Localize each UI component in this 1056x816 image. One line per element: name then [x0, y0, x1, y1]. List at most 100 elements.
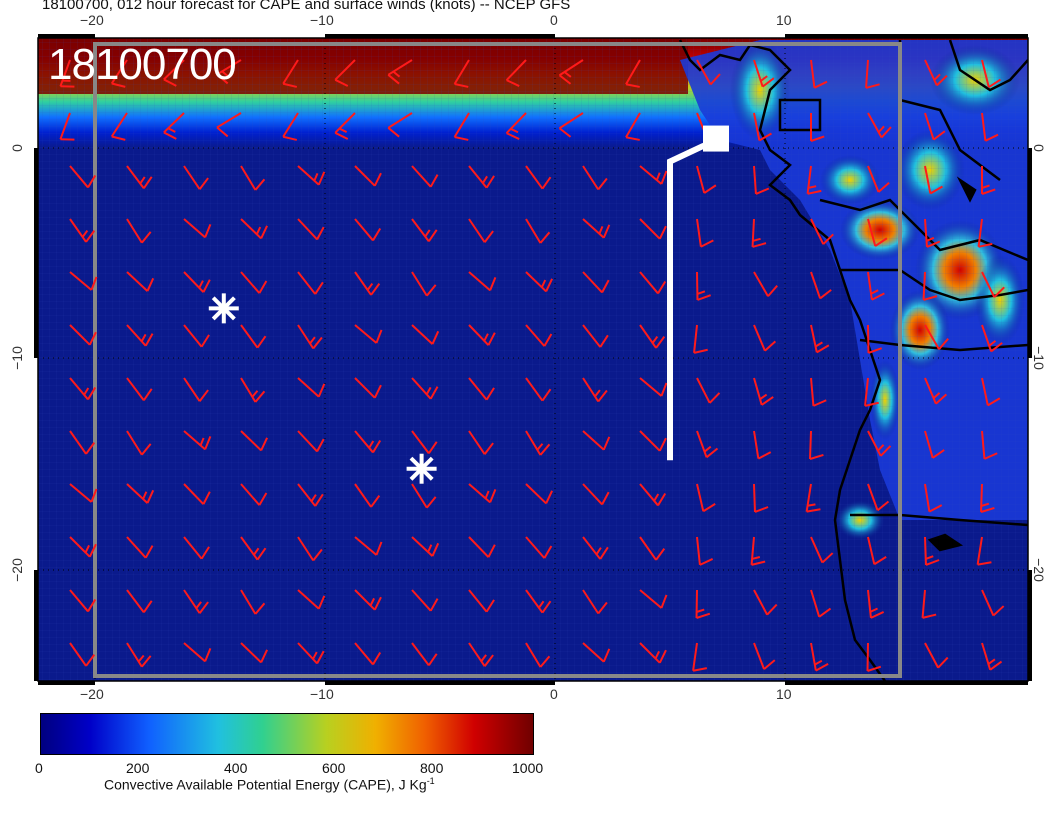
wind-barb	[240, 483, 268, 506]
wind-barb	[558, 59, 584, 85]
wind-barb	[297, 165, 326, 186]
wind-barb	[411, 218, 438, 242]
wind-barb	[297, 483, 324, 507]
wind-barb	[810, 642, 829, 672]
wind-barb	[216, 112, 242, 138]
wind-barb	[183, 271, 211, 293]
wind-barb	[753, 430, 772, 460]
wind-barb	[692, 642, 708, 672]
wind-barb	[354, 536, 383, 556]
wind-barb	[240, 589, 266, 615]
wind-barb	[866, 642, 882, 672]
wind-barb	[810, 218, 834, 245]
wind-barb	[468, 589, 495, 613]
wind-barb	[525, 536, 553, 559]
wind-barb	[558, 112, 584, 138]
wind-barb	[126, 165, 153, 189]
wind-barb	[525, 271, 553, 293]
wind-barb	[69, 324, 97, 346]
wind-barb	[639, 483, 667, 507]
wind-barb	[240, 324, 267, 349]
wind-barb	[696, 271, 711, 301]
wind-barb	[981, 324, 1003, 353]
wind-barb	[468, 165, 495, 189]
wind-barb	[639, 589, 668, 609]
wind-barb	[976, 536, 992, 566]
wind-barb	[411, 589, 439, 612]
wind-barb	[753, 483, 769, 513]
wind-barb	[126, 218, 152, 244]
wind-barb	[297, 430, 325, 453]
colorbar-label: Convective Available Potential Energy (C…	[104, 776, 435, 793]
wind-barb	[867, 165, 890, 193]
wind-barb	[297, 271, 324, 295]
wind-barb	[924, 59, 948, 87]
wind-barb	[297, 589, 326, 610]
wind-barb	[696, 483, 716, 513]
wind-barb	[865, 59, 880, 89]
wind-barb	[639, 271, 667, 295]
wind-barb	[183, 165, 209, 190]
colorbar-tick-400: 400	[224, 760, 248, 776]
star-marker-1	[208, 293, 239, 324]
wind-barb	[582, 642, 611, 663]
wind-barb	[753, 324, 777, 352]
wind-barb	[468, 536, 496, 558]
wind-barb	[981, 642, 1003, 671]
wind-barb	[639, 165, 668, 185]
wind-barb	[59, 112, 75, 141]
wind-barb	[980, 483, 995, 513]
wind-barb	[582, 324, 609, 348]
wind-barb	[525, 377, 552, 402]
wind-barb	[924, 642, 949, 669]
wind-barb	[805, 483, 821, 513]
wind-barb	[411, 324, 440, 345]
wind-barb	[354, 218, 382, 242]
wind-barb	[126, 430, 152, 456]
wind-barb	[753, 642, 776, 670]
wind-barb	[69, 642, 96, 667]
wind-barb	[126, 377, 153, 401]
wind-barb	[282, 112, 299, 141]
wind-barb	[810, 113, 825, 142]
wind-barb	[468, 324, 496, 346]
xtick-top-4: 10	[776, 12, 792, 28]
wind-barb	[924, 377, 948, 405]
wind-barb	[696, 377, 721, 404]
wind-barb	[468, 218, 494, 243]
wind-barb	[297, 324, 323, 350]
wind-barb	[110, 112, 128, 141]
wind-barb	[334, 59, 356, 87]
wind-barb	[981, 112, 999, 142]
wind-barb	[810, 377, 827, 407]
wind-barb	[411, 377, 439, 400]
wind-barb	[625, 112, 641, 141]
wind-barb	[69, 430, 96, 455]
wind-barb	[411, 483, 437, 509]
chart-title: 18100700, 012 hour forecast for CAPE and…	[42, 0, 571, 13]
colorbar-tick-600: 600	[322, 760, 346, 776]
wind-barb	[981, 430, 998, 460]
wind-barb	[411, 271, 437, 297]
wind-barb	[69, 271, 98, 291]
wind-barb	[240, 536, 267, 561]
wind-barb	[582, 483, 610, 506]
wind-barb	[639, 324, 666, 349]
wind-barb	[505, 59, 527, 87]
wind-barb	[639, 536, 666, 561]
wind-barb	[525, 430, 551, 456]
wind-barb	[924, 430, 945, 459]
wind-barb	[867, 218, 888, 247]
xtick-bottom-3: 0	[550, 686, 558, 702]
xtick-top-2: −10	[310, 12, 334, 28]
wind-barb	[696, 59, 721, 86]
wind-barb	[753, 589, 778, 616]
wind-barb	[867, 483, 890, 512]
wind-barb	[582, 536, 609, 560]
wind-barb	[453, 112, 470, 141]
xtick-bottom-4: 10	[776, 686, 792, 702]
wind-barb	[354, 377, 382, 399]
wind-barb	[696, 165, 717, 194]
wind-barb	[110, 59, 128, 88]
